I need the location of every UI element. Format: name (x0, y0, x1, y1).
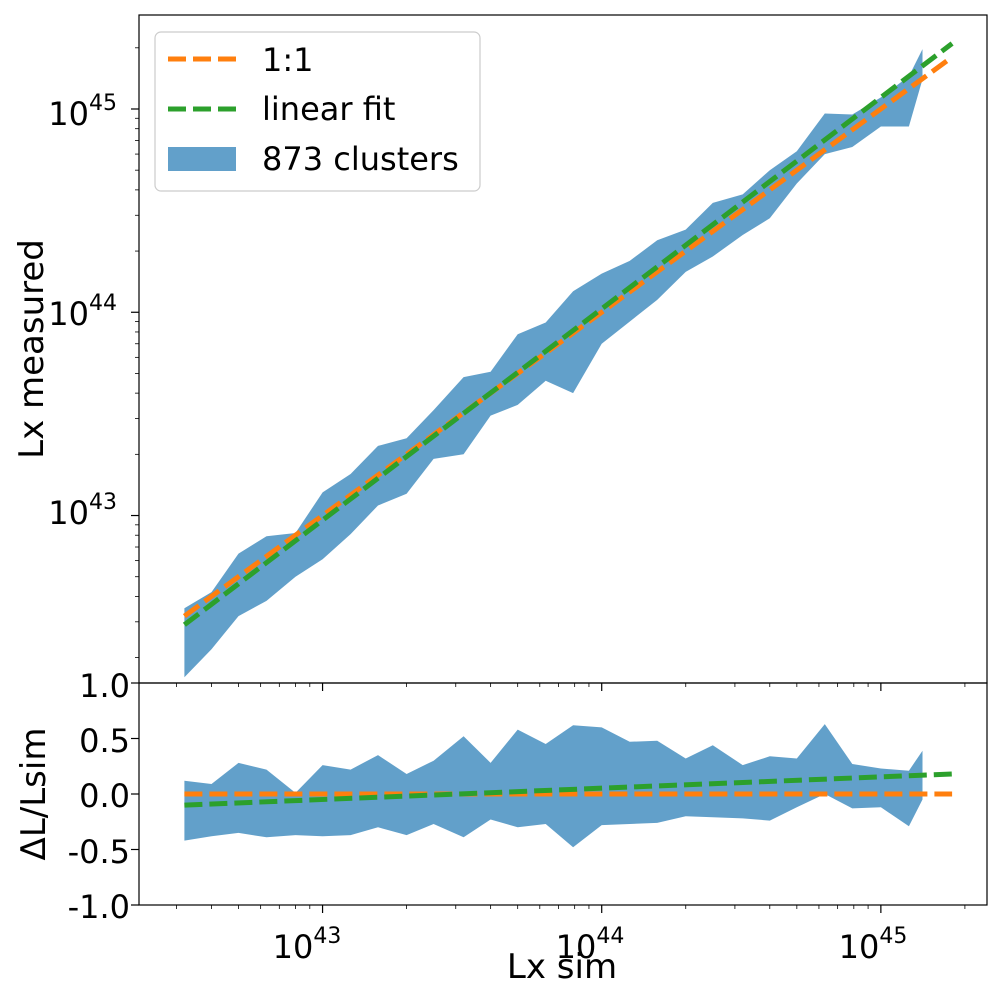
top-ytick-label-3: 1045 (48, 91, 117, 133)
svg-text:1044: 1044 (48, 291, 117, 333)
legend: 1:1 linear fit 873 clusters (154, 31, 481, 192)
legend-box (154, 31, 481, 192)
legend-label-1to1: 1:1 (262, 41, 314, 79)
bottom-line-linear-fit (184, 771, 953, 808)
bottom-ytick-label-neg1.0: -1.0 (68, 888, 130, 926)
svg-text:1045: 1045 (839, 924, 908, 966)
bottom-y-axis-label: ΔL/Lsim (14, 728, 54, 861)
top-y-axis-label: Lx measured (12, 239, 52, 459)
top-panel: 1043 1044 1045 Lx measured 1:1 linear fi… (12, 14, 988, 691)
legend-swatch-clusters (168, 147, 236, 171)
x-axis-label: Lx sim (507, 947, 617, 987)
legend-label-clusters: 873 clusters (262, 140, 459, 178)
bottom-panel: 1.0 0.5 0.0 -0.5 -1.0 1043 1044 1045 ΔL/… (14, 667, 988, 987)
top-ytick-label-1: 1043 (48, 490, 117, 532)
legend-label-linear-fit: linear fit (262, 90, 395, 128)
bottom-ytick-label-0.0: 0.0 (79, 777, 130, 815)
svg-text:1045: 1045 (48, 91, 117, 133)
bottom-xtick-label-1: 1043 (273, 924, 342, 966)
top-ticks (131, 47, 966, 691)
bottom-ytick-label-1.0: 1.0 (79, 667, 130, 705)
top-ytick-label-2: 1044 (48, 291, 117, 333)
bottom-ytick-label-neg0.5: -0.5 (68, 833, 130, 871)
bottom-xtick-label-3: 1045 (839, 924, 908, 966)
bottom-xtick-label-2: 1044 (556, 924, 625, 966)
top-line-1-1 (182, 55, 954, 619)
bottom-axes-frame (138, 682, 988, 906)
svg-text:1043: 1043 (273, 924, 342, 966)
bottom-plot-area (184, 724, 953, 848)
top-band-clusters (184, 49, 923, 678)
bottom-ytick-label-0.5: 0.5 (79, 722, 130, 760)
bottom-ticks (131, 682, 966, 913)
svg-text:1044: 1044 (556, 924, 625, 966)
top-line-linear-fit (182, 41, 954, 627)
svg-text:1043: 1043 (48, 490, 117, 532)
top-plot-area (182, 41, 954, 678)
bottom-band-clusters (184, 724, 923, 848)
